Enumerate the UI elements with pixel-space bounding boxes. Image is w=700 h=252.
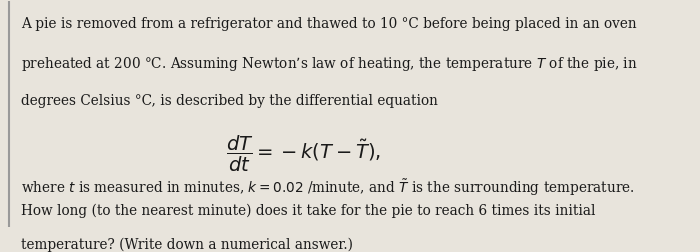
- Text: How long (to the nearest minute) does it take for the pie to reach 6 times its i: How long (to the nearest minute) does it…: [22, 204, 596, 218]
- Text: $\dfrac{dT}{dt} = -k(T - \tilde{T}),$: $\dfrac{dT}{dt} = -k(T - \tilde{T}),$: [227, 134, 382, 174]
- Text: A pie is removed from a refrigerator and thawed to 10 °C before being placed in : A pie is removed from a refrigerator and…: [22, 17, 637, 31]
- Text: preheated at 200 °C. Assuming Newton’s law of heating, the temperature $T$ of th: preheated at 200 °C. Assuming Newton’s l…: [22, 55, 638, 73]
- Text: temperature? (Write down a numerical answer.): temperature? (Write down a numerical ans…: [22, 238, 354, 252]
- Text: degrees Celsius °C, is described by the differential equation: degrees Celsius °C, is described by the …: [22, 94, 438, 108]
- Text: where $t$ is measured in minutes, $k = 0.02$ /minute, and $\tilde{T}$ is the sur: where $t$ is measured in minutes, $k = 0…: [22, 177, 635, 198]
